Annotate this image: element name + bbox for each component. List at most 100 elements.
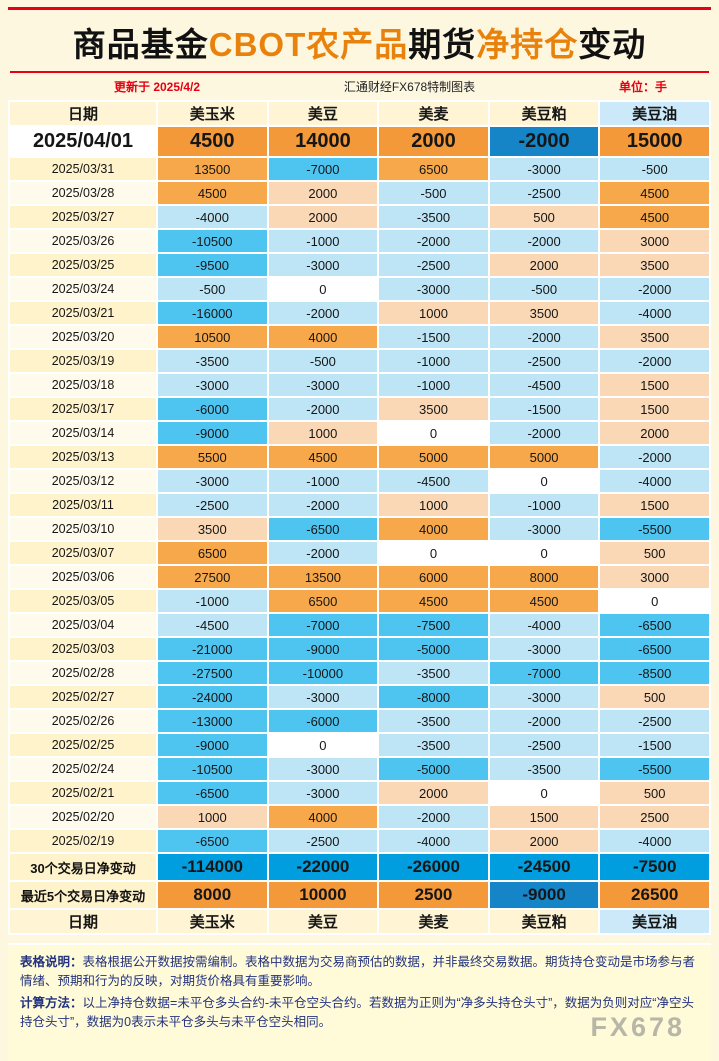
value-cell: -7500 [377, 612, 490, 638]
title-underline [10, 71, 709, 73]
value-cell: -1000 [377, 348, 490, 374]
value-cell: -2000 [487, 228, 601, 254]
value-cell: 15000 [598, 125, 711, 158]
value-cell: 5000 [377, 444, 490, 470]
date-cell: 2025/03/10 [8, 516, 158, 542]
value-cell: 4500 [156, 180, 269, 206]
column-header: 美豆 [266, 908, 380, 935]
date-cell: 2025/03/18 [8, 372, 158, 398]
positions-table-body: 日期 美玉米 美豆 美麦 美豆粕 美豆油 2025/04/01 4500 14000 2000 -2… [8, 100, 711, 935]
value-cell: -2000 [487, 708, 601, 734]
column-header: 美麦 [377, 908, 490, 935]
value-cell: 5500 [156, 444, 269, 470]
value-cell: -1500 [377, 324, 490, 350]
summary-value: -7500 [598, 852, 711, 882]
value-cell: -4000 [487, 612, 601, 638]
value-cell: -5500 [598, 516, 711, 542]
value-cell: -3000 [266, 684, 380, 710]
value-cell: -2000 [598, 276, 711, 302]
value-cell: -3500 [377, 708, 490, 734]
column-header: 美豆油 [598, 100, 711, 127]
value-cell: 4500 [377, 588, 490, 614]
value-cell: -16000 [156, 300, 269, 326]
summary-value: 2500 [377, 880, 490, 910]
value-cell: -2000 [377, 228, 490, 254]
top-divider [8, 7, 711, 10]
value-cell: -1500 [487, 396, 601, 422]
note-description: 表格说明：表格根据公开数据按需编制。表格中数据为交易商预估的数据，并非最终交易数… [20, 953, 699, 992]
value-cell: 0 [487, 540, 601, 566]
summary-value: -114000 [156, 852, 269, 882]
value-cell: -2500 [377, 252, 490, 278]
title-segment: 期货 [408, 26, 477, 63]
date-cell: 2025/03/06 [8, 564, 158, 590]
positions-table: 日期 美玉米 美豆 美麦 美豆粕 美豆油 2025/04/01 4500 14000 2000 -2… [8, 100, 711, 935]
value-cell: -500 [377, 180, 490, 206]
value-cell: 3500 [598, 324, 711, 350]
value-cell: -8000 [377, 684, 490, 710]
value-cell: -1000 [266, 228, 380, 254]
value-cell: 2500 [598, 804, 711, 830]
value-cell: -500 [156, 276, 269, 302]
value-cell: -2000 [487, 324, 601, 350]
value-cell: -1000 [156, 588, 269, 614]
date-cell: 2025/02/25 [8, 732, 158, 758]
summary-value: -9000 [487, 880, 601, 910]
value-cell: -2500 [266, 828, 380, 854]
value-cell: -4500 [377, 468, 490, 494]
value-cell: -3000 [377, 276, 490, 302]
value-cell: 3000 [598, 228, 711, 254]
value-cell: -6500 [156, 780, 269, 806]
value-cell: 3500 [156, 516, 269, 542]
date-cell: 2025/03/31 [8, 156, 158, 182]
value-cell: -4500 [487, 372, 601, 398]
column-header: 美豆粕 [487, 908, 601, 935]
date-cell: 2025/03/12 [8, 468, 158, 494]
value-cell: 500 [598, 780, 711, 806]
unit-label: 单位：手 [618, 80, 667, 94]
value-cell: 6500 [266, 588, 380, 614]
value-cell: 3500 [377, 396, 490, 422]
value-cell: -10500 [156, 228, 269, 254]
value-cell: 1000 [266, 420, 380, 446]
value-cell: 2000 [377, 780, 490, 806]
value-cell: 3000 [598, 564, 711, 590]
date-cell: 2025/03/07 [8, 540, 158, 566]
value-cell: -8500 [598, 660, 711, 686]
summary-value: 8000 [156, 880, 269, 910]
value-cell: -2000 [487, 125, 601, 158]
value-cell: 13500 [156, 156, 269, 182]
summary-value: -22000 [266, 852, 380, 882]
value-cell: 1000 [377, 300, 490, 326]
value-cell: -500 [598, 156, 711, 182]
value-cell: 0 [266, 732, 380, 758]
value-cell: -2000 [487, 420, 601, 446]
column-header: 美豆 [266, 100, 380, 127]
date-cell: 2025/03/11 [8, 492, 158, 518]
date-header: 日期 [8, 100, 158, 127]
value-cell: -6000 [266, 708, 380, 734]
value-cell: -6500 [598, 636, 711, 662]
value-cell: 3500 [487, 300, 601, 326]
summary-label: 最近5个交易日净变动 [8, 880, 158, 910]
value-cell: -1000 [487, 492, 601, 518]
value-cell: 13500 [266, 564, 380, 590]
value-cell: -6000 [156, 396, 269, 422]
value-cell: -9000 [156, 420, 269, 446]
value-cell: 10500 [156, 324, 269, 350]
note-method-label: 计算方法： [20, 995, 83, 1010]
value-cell: -5000 [377, 756, 490, 782]
value-cell: 500 [598, 684, 711, 710]
value-cell: -3000 [266, 372, 380, 398]
value-cell: 4500 [598, 204, 711, 230]
note-description-text: 表格根据公开数据按需编制。表格中数据为交易商预估的数据，并非最终交易数据。期货持… [20, 955, 696, 989]
title-segment: CBOT农产品 [208, 26, 409, 63]
value-cell: 6500 [377, 156, 490, 182]
column-header: 美豆粕 [487, 100, 601, 127]
value-cell: -3000 [266, 780, 380, 806]
value-cell: -3000 [156, 372, 269, 398]
value-cell: 0 [377, 420, 490, 446]
value-cell: -3500 [377, 732, 490, 758]
value-cell: -9000 [156, 732, 269, 758]
value-cell: 4000 [266, 324, 380, 350]
